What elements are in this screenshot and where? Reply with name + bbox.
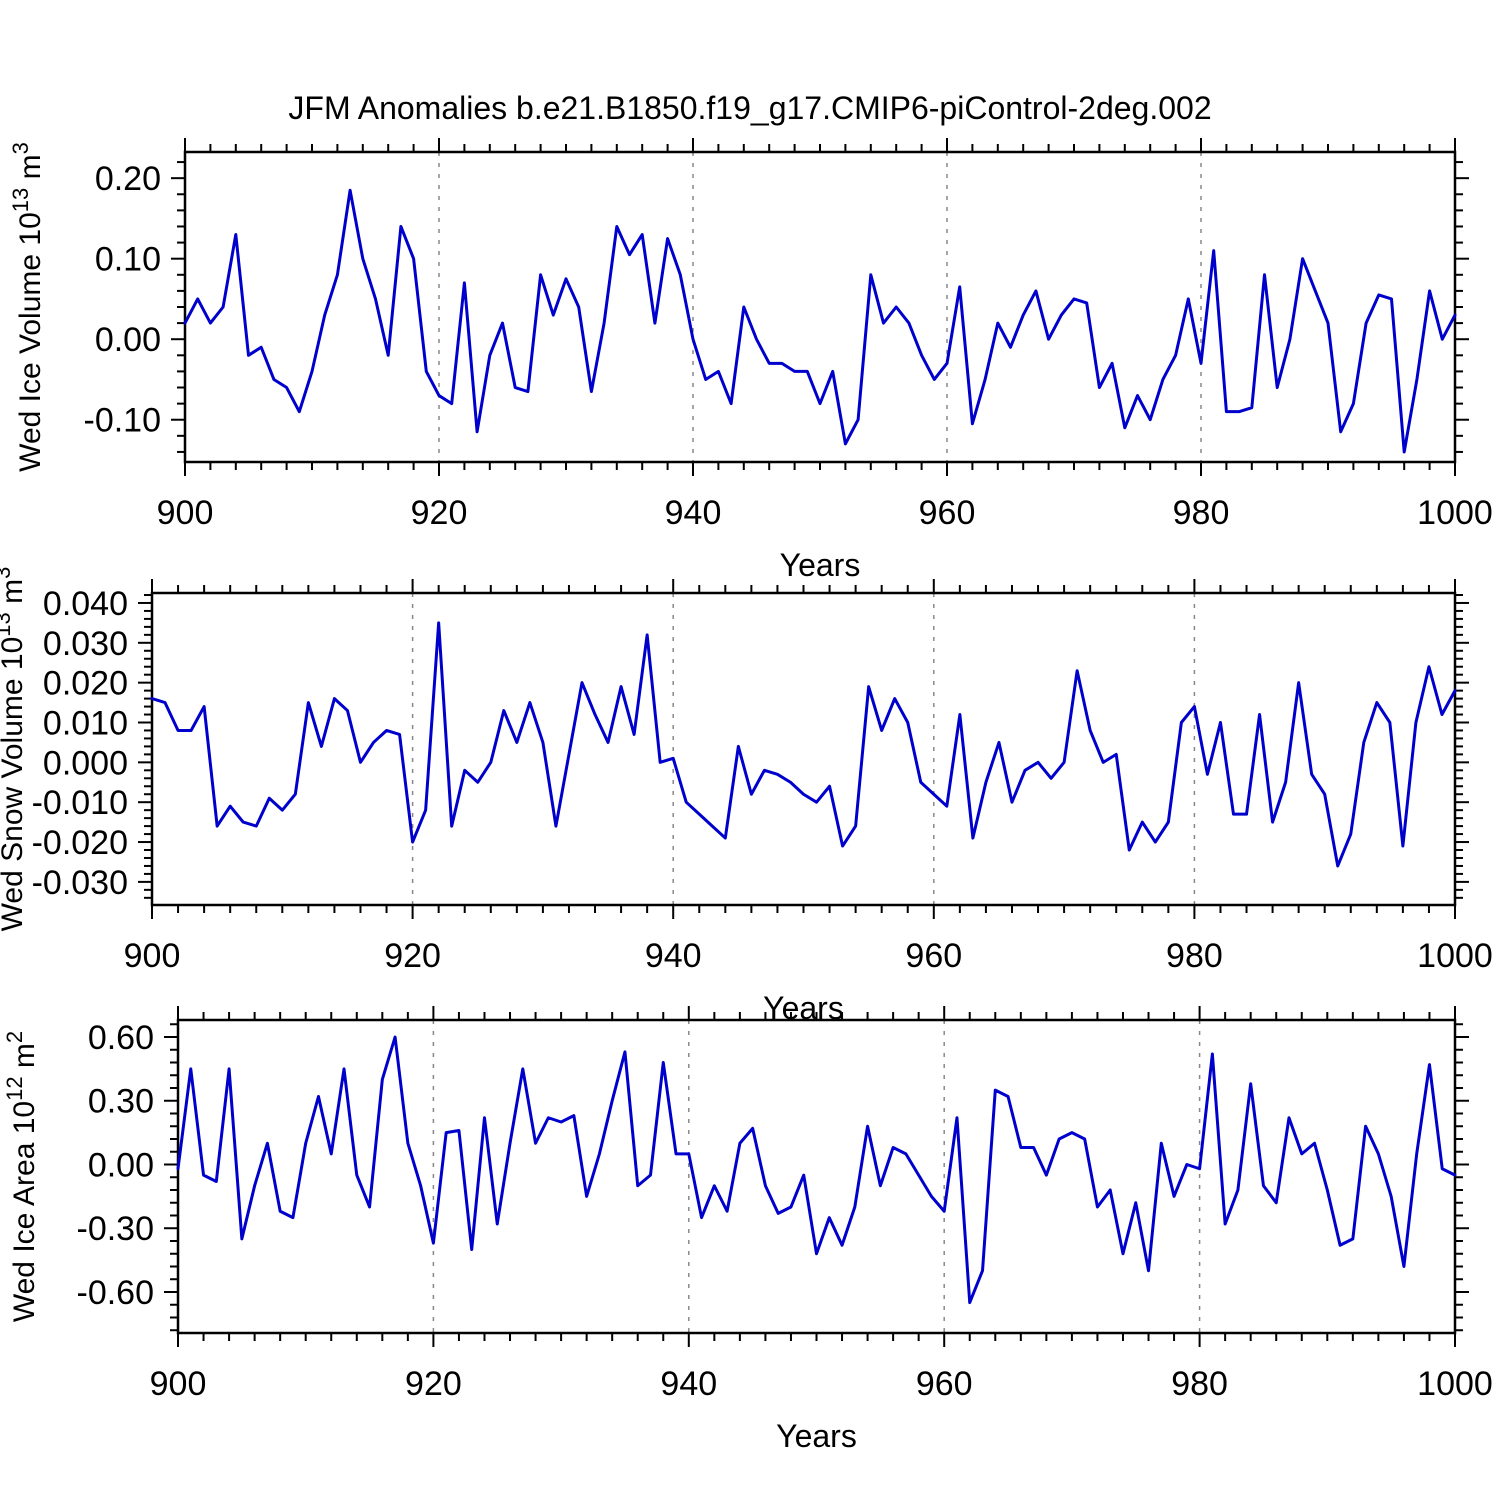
x-axis-label: Years: [780, 547, 861, 583]
y-tick-label: -0.30: [77, 1210, 155, 1248]
x-tick-label: 960: [919, 494, 976, 532]
y-tick-label: 0.20: [95, 160, 161, 198]
series-line-wed-ice-area: [176, 1035, 1457, 1305]
y-tick-label: 0.30: [88, 1083, 154, 1121]
panel-wed-ice-volume: 900 920 940 960 980 1000 0.20 0.10 0.00 -0.10 Wed …: [8, 138, 1493, 583]
y-tick-label: 0.000: [43, 744, 128, 782]
x-tick-label: 900: [124, 937, 181, 975]
panel-wed-snow-volume: 900 920 940 960 980 1000 0.0400.0300.0200.0100…: [0, 567, 1493, 1026]
x-tick-label: 960: [905, 937, 962, 975]
y-tick-label: 0.00: [95, 321, 161, 359]
series-line-wed-snow-volume: [150, 621, 1457, 868]
x-tick-label: 980: [1173, 494, 1230, 532]
x-tick-label: 940: [660, 1365, 717, 1403]
chart-title: JFM Anomalies b.e21.B1850.f19_g17.CMIP6-…: [288, 90, 1212, 126]
y-tick-label: -0.10: [84, 402, 162, 440]
y-tick-label: 0.040: [43, 585, 128, 623]
x-axis-label: Years: [776, 1418, 857, 1454]
y-tick-label: -0.60: [77, 1274, 155, 1312]
x-tick-label: 920: [405, 1365, 462, 1403]
y-axis-label: Wed Ice Area 1012 m2: [2, 1031, 41, 1322]
x-tick-label: 900: [150, 1365, 207, 1403]
y-tick-label: 0.00: [88, 1146, 154, 1184]
x-tick-label: 1000: [1417, 1365, 1493, 1403]
x-tick-label: 1000: [1417, 494, 1493, 532]
y-tick-label: 0.10: [95, 241, 161, 279]
y-axis-label: Wed Snow Volume 1013 m3: [0, 567, 29, 932]
panel-wed-ice-area: 900 920 940 960 980 1000 0.60 0.30 0.00 -0.30 -0.6…: [2, 1006, 1493, 1454]
y-tick-label: 0.030: [43, 625, 128, 663]
x-tick-label: 980: [1171, 1365, 1228, 1403]
y-tick-label: 0.60: [88, 1019, 154, 1057]
y-axis-label: Wed Ice Volume 1013 m3: [8, 142, 47, 472]
y-tick-label: 0.010: [43, 705, 128, 743]
y-tick-label: 0.020: [43, 665, 128, 703]
x-tick-label: 900: [157, 494, 214, 532]
x-tick-label: 980: [1166, 937, 1223, 975]
x-tick-label: 960: [916, 1365, 973, 1403]
x-tick-label: 940: [645, 937, 702, 975]
series-line-wed-ice-volume: [183, 188, 1457, 454]
x-tick-label: 920: [411, 494, 468, 532]
x-tick-label: 1000: [1417, 937, 1493, 975]
x-tick-label: 920: [384, 937, 441, 975]
plot-frame: [150, 591, 1457, 907]
y-tick-label: -0.020: [32, 824, 128, 862]
y-tick-label: -0.010: [32, 784, 128, 822]
y-tick-label: -0.030: [32, 864, 128, 902]
plot-frame: [183, 150, 1457, 464]
x-tick-label: 940: [665, 494, 722, 532]
